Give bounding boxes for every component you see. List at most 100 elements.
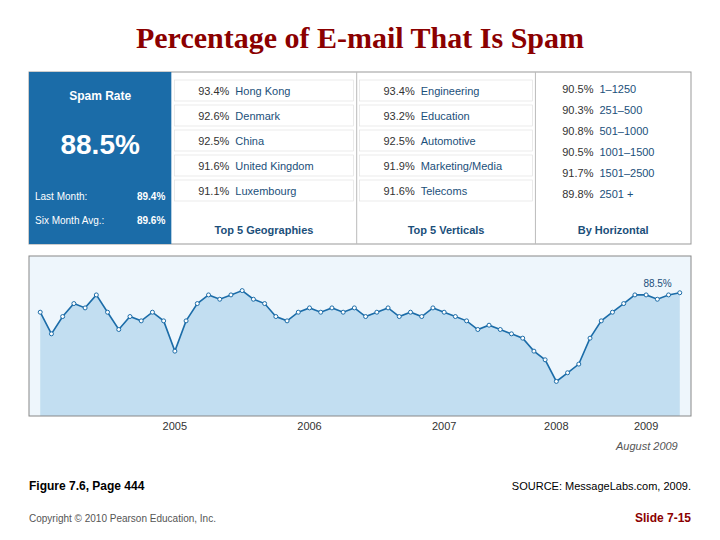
point [218,297,222,301]
row-box [174,155,353,176]
rate-value: 88.5% [60,129,139,160]
row-box [360,105,533,126]
row-name: Marketing/Media [421,160,503,172]
annotation: 88.5% [643,278,671,289]
page: Percentage of E-mail That Is Spam Spam Ra… [0,0,720,540]
point [633,293,637,297]
panel-divider [535,72,536,244]
point [566,371,570,375]
rate-label: Spam Rate [69,89,131,103]
row-box [174,180,353,201]
row-name: Engineering [421,85,480,97]
plot-frame [29,256,691,416]
six-month-value: 89.6% [137,215,165,226]
point [375,310,379,314]
point [588,336,592,340]
row-box [174,130,353,151]
row-value: 89.8% [562,188,593,200]
point [72,302,76,306]
point [408,310,412,314]
point [655,297,659,301]
row-name: 2501 + [599,188,633,200]
point [173,349,177,353]
point [285,319,289,323]
row-value: 91.6% [198,160,229,172]
point [162,319,166,323]
row-box [360,155,533,176]
point [487,323,491,327]
point [667,293,671,297]
row-value: 92.5% [383,135,414,147]
row-value: 91.6% [383,185,414,197]
line [40,291,680,382]
point [397,315,401,319]
point [420,315,424,319]
row-value: 92.5% [198,135,229,147]
point [476,328,480,332]
area [40,291,680,416]
six-month-label: Six Month Avg.: [35,215,104,226]
point [207,293,211,297]
point [442,310,446,314]
row-name: Hong Kong [235,85,290,97]
point [610,310,614,314]
row-box [360,180,533,201]
x-tick-label: 2007 [432,420,456,432]
row-value: 92.6% [198,110,229,122]
row-value: 90.3% [562,104,593,116]
column-header: By Horizontal [578,224,649,236]
row-box [174,105,353,126]
row-value: 91.1% [198,185,229,197]
point [678,291,682,295]
point [431,306,435,310]
point [644,293,648,297]
row-value: 93.4% [198,85,229,97]
row-name: 251–500 [599,104,642,116]
row-value: 90.5% [562,83,593,95]
point [308,306,312,310]
point [106,310,110,314]
point [296,310,300,314]
row-name: Education [421,110,470,122]
x-tick-label: 2006 [297,420,321,432]
row-name: 1001–1500 [599,146,654,158]
column-header: Top 5 Verticals [408,224,485,236]
row-value: 93.2% [383,110,414,122]
panel-divider [356,72,357,244]
row-name: 501–1000 [599,125,648,137]
point [61,315,65,319]
row-value: 90.5% [562,146,593,158]
point [38,310,42,314]
panel-frame [29,72,691,244]
point [577,362,581,366]
rate-box [29,72,171,244]
x-tick-label: 2008 [544,420,568,432]
point [251,297,255,301]
point [150,310,154,314]
caption: Figure 7.6, Page 444 [29,479,145,493]
row-name: 1501–2500 [599,167,654,179]
point [330,306,334,310]
point [364,315,368,319]
point [263,302,267,306]
row-name: 1–1250 [599,83,636,95]
point [229,293,233,297]
plot-background [29,256,691,416]
point [128,315,132,319]
title: Percentage of E-mail That Is Spam [136,21,584,54]
x-tick-label: 2009 [634,420,658,432]
point [453,315,457,319]
date-note: August 2009 [615,440,678,452]
point [622,302,626,306]
point [240,289,244,293]
row-name: United Kingdom [235,160,313,172]
row-name: China [235,135,265,147]
point [599,319,603,323]
row-name: Telecoms [421,185,468,197]
point [465,319,469,323]
point [386,306,390,310]
row-value: 90.8% [562,125,593,137]
column-header: Top 5 Geographies [215,224,314,236]
point [94,293,98,297]
point [184,319,188,323]
